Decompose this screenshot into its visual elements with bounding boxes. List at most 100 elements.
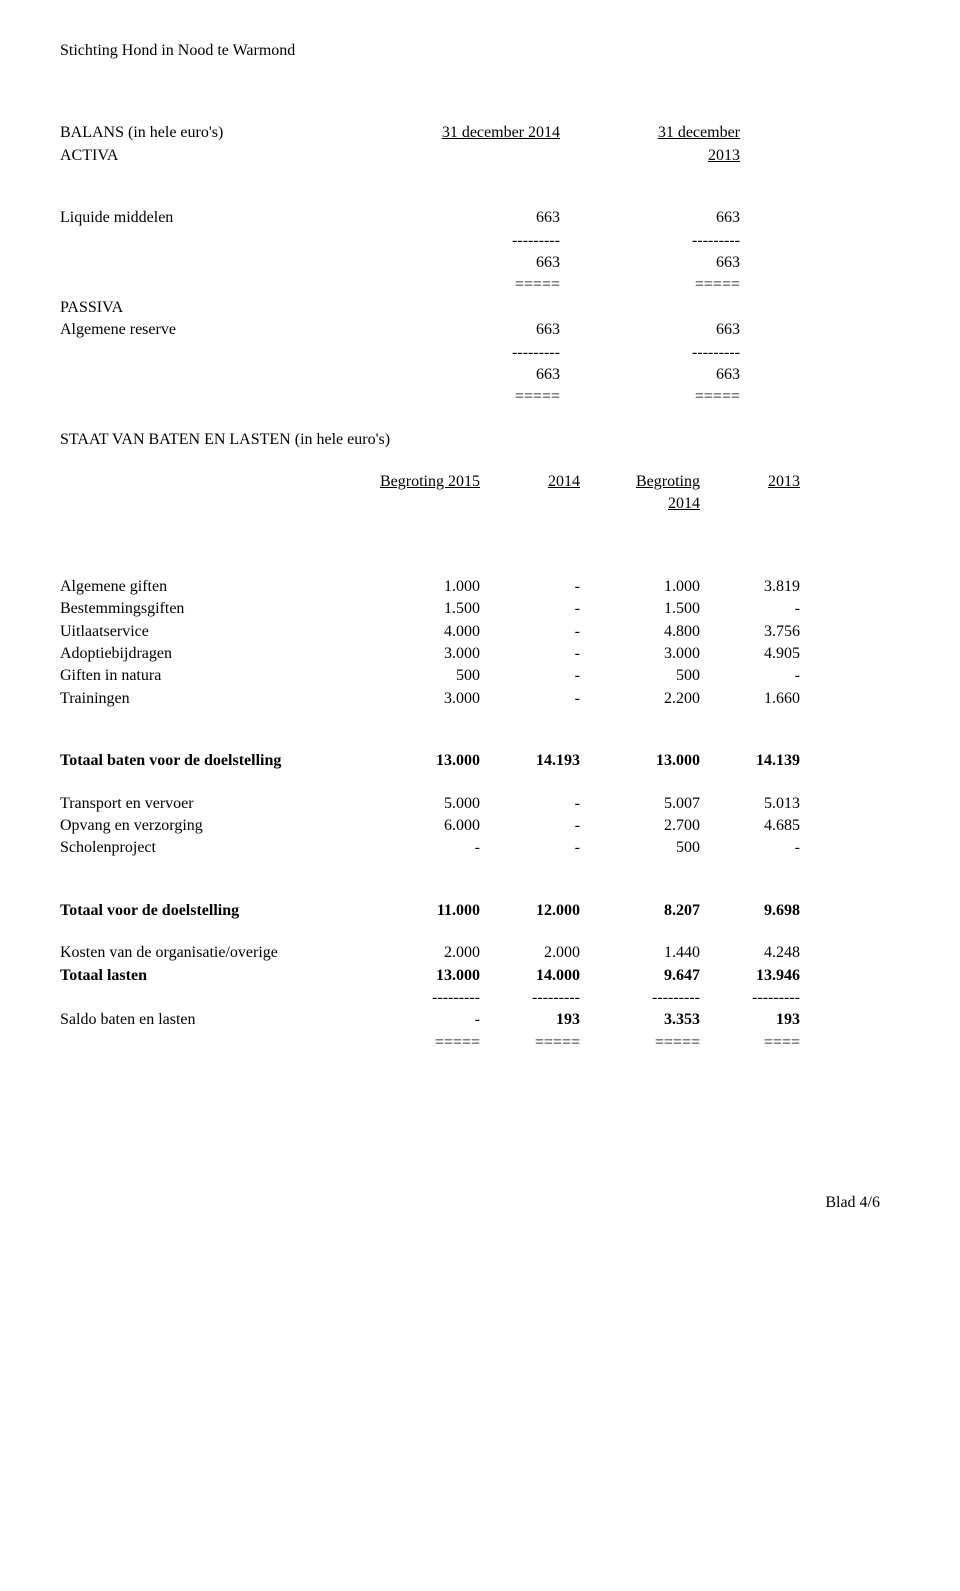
staat-col4-header: 2013 <box>700 471 800 493</box>
subtotal-row: 663 663 <box>60 252 900 274</box>
cell: 3.000 <box>580 643 700 665</box>
row-label: Liquide middelen <box>60 207 360 229</box>
row-label: Totaal lasten <box>60 965 360 987</box>
balans-title: BALANS (in hele euro's) <box>60 122 360 144</box>
cell: --------- <box>360 230 560 252</box>
cell: 12.000 <box>480 900 580 922</box>
table-row: Opvang en verzorging6.000-2.7004.685 <box>60 815 900 837</box>
cell: ===== <box>360 274 560 296</box>
cell: 13.000 <box>360 965 480 987</box>
table-row: Scholenproject--500- <box>60 837 900 859</box>
row-label: Scholenproject <box>60 837 360 859</box>
cell: --------- <box>580 987 700 1009</box>
cell: 663 <box>560 252 740 274</box>
cell: - <box>480 576 580 598</box>
passiva-label: PASSIVA <box>60 297 360 319</box>
totaal-lasten-row: Totaal lasten 13.000 14.000 9.647 13.946 <box>60 965 900 987</box>
cell: --------- <box>360 342 560 364</box>
cell: 1.500 <box>580 598 700 620</box>
cell: 193 <box>480 1009 580 1031</box>
staat-col3-header-top: Begroting <box>580 471 700 493</box>
row-label: Transport en vervoer <box>60 793 360 815</box>
table-row: Liquide middelen 663 663 <box>60 207 900 229</box>
cell: 3.353 <box>580 1009 700 1031</box>
table-row: Uitlaatservice4.000-4.8003.756 <box>60 621 900 643</box>
cell: - <box>700 837 800 859</box>
cell: ===== <box>360 386 560 408</box>
cell: 663 <box>360 364 560 386</box>
cell: 4.248 <box>700 942 800 964</box>
cell: 4.905 <box>700 643 800 665</box>
cell: 8.207 <box>580 900 700 922</box>
page-number: Blad 4/6 <box>825 1194 880 1211</box>
cell: 500 <box>360 665 480 687</box>
cell: 11.000 <box>360 900 480 922</box>
separator-row: --------- --------- <box>60 230 900 252</box>
cell: 1.660 <box>700 688 800 710</box>
row-label: Bestemmingsgiften <box>60 598 360 620</box>
cell: 3.000 <box>360 643 480 665</box>
cell: --------- <box>560 230 740 252</box>
row-label: Trainingen <box>60 688 360 710</box>
cell: 5.013 <box>700 793 800 815</box>
cell: 5.007 <box>580 793 700 815</box>
cell: 663 <box>360 207 560 229</box>
equals-row: ===== ===== <box>60 386 900 408</box>
totaal-baten-row: Totaal baten voor de doelstelling 13.000… <box>60 750 900 772</box>
cell: 3.000 <box>360 688 480 710</box>
table-row: Adoptiebijdragen3.000-3.0004.905 <box>60 643 900 665</box>
cell: 13.000 <box>360 750 480 772</box>
cell: 663 <box>560 364 740 386</box>
cell: - <box>480 665 580 687</box>
cell: 1.000 <box>360 576 480 598</box>
cell: - <box>480 598 580 620</box>
cell: 2.700 <box>580 815 700 837</box>
table-row: Bestemmingsgiften1.500-1.500- <box>60 598 900 620</box>
row-label: Kosten van de organisatie/overige <box>60 942 360 964</box>
row-label: Adoptiebijdragen <box>60 643 360 665</box>
kosten-row: Kosten van de organisatie/overige 2.000 … <box>60 942 900 964</box>
saldo-row: Saldo baten en lasten - 193 3.353 193 <box>60 1009 900 1031</box>
cell: --------- <box>360 987 480 1009</box>
row-label: Totaal voor de doelstelling <box>60 900 360 922</box>
balans-col2-header-bottom: 2013 <box>560 145 740 167</box>
cell: 14.139 <box>700 750 800 772</box>
cell: 4.685 <box>700 815 800 837</box>
row-label: Giften in natura <box>60 665 360 687</box>
equals-row: ===== ===== <box>60 274 900 296</box>
cell: 14.000 <box>480 965 580 987</box>
table-row: Trainingen3.000-2.2001.660 <box>60 688 900 710</box>
row-label: Saldo baten en lasten <box>60 1009 360 1031</box>
separator-row: --------- --------- --------- --------- <box>60 987 900 1009</box>
totaal-doelstelling-row: Totaal voor de doelstelling 11.000 12.00… <box>60 900 900 922</box>
row-label: Uitlaatservice <box>60 621 360 643</box>
cell: 9.698 <box>700 900 800 922</box>
cell: ===== <box>580 1032 700 1054</box>
staat-col3-header-bottom: 2014 <box>580 493 700 515</box>
table-row: Algemene giften1.000-1.0003.819 <box>60 576 900 598</box>
equals-row: ===== ===== ===== ==== <box>60 1032 900 1054</box>
row-label: Algemene reserve <box>60 319 360 341</box>
subtotal-row: 663 663 <box>60 364 900 386</box>
cell: - <box>480 815 580 837</box>
staat-title: STAAT VAN BATEN EN LASTEN (in hele euro'… <box>60 429 390 451</box>
row-label: Totaal baten voor de doelstelling <box>60 750 360 772</box>
cell: - <box>700 598 800 620</box>
cell: 500 <box>580 837 700 859</box>
cell: --------- <box>480 987 580 1009</box>
cell: 663 <box>560 319 740 341</box>
org-name: Stichting Hond in Nood te Warmond <box>60 40 295 62</box>
staat-section: STAAT VAN BATEN EN LASTEN (in hele euro'… <box>60 429 900 1054</box>
cell: - <box>480 621 580 643</box>
cell: 4.000 <box>360 621 480 643</box>
staat-col1-header: Begroting 2015 <box>360 471 480 493</box>
cell: 14.193 <box>480 750 580 772</box>
row-label: Opvang en verzorging <box>60 815 360 837</box>
cell: 5.000 <box>360 793 480 815</box>
cell: 1.440 <box>580 942 700 964</box>
cell: 9.647 <box>580 965 700 987</box>
cell: 663 <box>360 319 560 341</box>
cell: 4.800 <box>580 621 700 643</box>
page-footer: Blad 4/6 <box>60 1194 900 1212</box>
cell: - <box>700 665 800 687</box>
